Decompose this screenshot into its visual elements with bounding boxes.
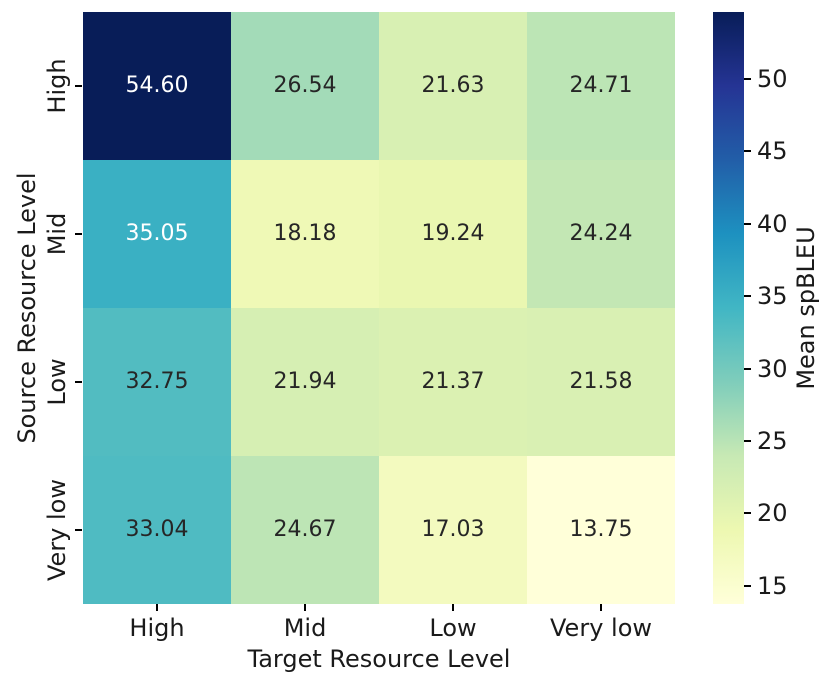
- heatmap-cell: 17.03: [379, 456, 527, 604]
- x-tick-label: Mid: [283, 614, 327, 642]
- heatmap-cell: 24.24: [527, 160, 675, 308]
- colorbar-label: Mean spBLEU: [792, 226, 820, 390]
- heatmap-cell: 21.37: [379, 308, 527, 456]
- colorbar-tick-mark: [744, 512, 751, 515]
- colorbar-tick-label: 40: [757, 209, 788, 238]
- heatmap-cell: 24.71: [527, 12, 675, 160]
- colorbar-tick-mark: [744, 150, 751, 153]
- colorbar-tick-label: 25: [757, 426, 788, 455]
- heatmap-cell: 26.54: [231, 12, 379, 160]
- x-tick-label: Low: [429, 614, 477, 642]
- heatmap-cell: 13.75: [527, 456, 675, 604]
- heatmap-cell: 54.60: [83, 12, 231, 160]
- heatmap-cell: 33.04: [83, 456, 231, 604]
- y-tick-mark: [75, 529, 82, 531]
- y-tick-label: Very low: [43, 479, 71, 581]
- x-tick-mark: [600, 604, 602, 611]
- y-tick-label: High: [43, 58, 71, 114]
- x-tick-mark: [452, 604, 454, 611]
- y-tick-mark: [75, 85, 82, 87]
- colorbar-tick-label: 50: [757, 64, 788, 93]
- x-axis-label: Target Resource Level: [247, 645, 511, 673]
- heatmap-cell: 24.67: [231, 456, 379, 604]
- heatmap-cell: 21.94: [231, 308, 379, 456]
- y-tick-label: Mid: [43, 212, 71, 256]
- colorbar-tick-label: 30: [757, 354, 788, 383]
- colorbar-tick-mark: [744, 295, 751, 298]
- heatmap-cell: 21.58: [527, 308, 675, 456]
- heatmap-cell: 32.75: [83, 308, 231, 456]
- colorbar-tick-label: 35: [757, 282, 788, 311]
- colorbar-tick-label: 45: [757, 137, 788, 166]
- x-tick-mark: [156, 604, 158, 611]
- heatmap-cell: 21.63: [379, 12, 527, 160]
- colorbar-tick-mark: [744, 439, 751, 442]
- heatmap-cell: 18.18: [231, 160, 379, 308]
- colorbar-tick-label: 15: [757, 571, 788, 600]
- heatmap-grid: 54.60 26.54 21.63 24.71 35.05 18.18 19.24 24.24…: [83, 12, 675, 604]
- heatmap-cell: 19.24: [379, 160, 527, 308]
- x-tick-mark: [304, 604, 306, 611]
- colorbar-tick-mark: [744, 367, 751, 370]
- colorbar-tick-mark: [744, 77, 751, 80]
- colorbar: [713, 12, 744, 604]
- y-tick-mark: [75, 233, 82, 235]
- y-axis-label: Source Resource Level: [13, 172, 41, 444]
- x-tick-label: High: [129, 614, 185, 642]
- colorbar-tick-mark: [744, 222, 751, 225]
- y-tick-mark: [75, 381, 82, 383]
- x-tick-label: Very low: [550, 614, 652, 642]
- colorbar-tick-label: 20: [757, 499, 788, 528]
- colorbar-tick-mark: [744, 584, 751, 587]
- heatmap-cell: 35.05: [83, 160, 231, 308]
- y-tick-label: Low: [43, 358, 71, 406]
